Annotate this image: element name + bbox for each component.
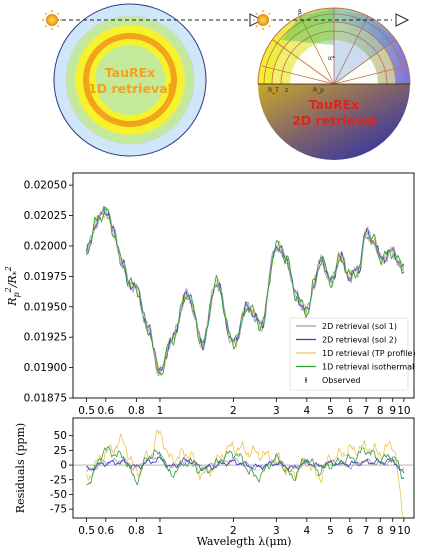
- y-tick-label: 0.01875: [24, 393, 67, 405]
- x-tick-label: 7: [363, 525, 370, 537]
- x-tick-label: 7: [363, 405, 370, 417]
- y-tick-label: 0.02000: [24, 240, 67, 252]
- residual-axes-frame: [72, 417, 415, 519]
- legend-label: Observed: [322, 376, 361, 385]
- spectrum-y-label: Rp2/R*2: [4, 266, 21, 307]
- alpha-label: α*: [328, 55, 335, 62]
- residual-2d-sol1: [86, 453, 405, 473]
- x-tick-label: 1: [157, 405, 164, 417]
- y-tick-label: 0.02050: [24, 180, 67, 192]
- y-tick-label: 0.01925: [24, 332, 67, 344]
- observer-icon-right: [395, 13, 410, 27]
- x-tick-label: 2: [230, 525, 237, 537]
- x-tick-label: 3: [273, 525, 280, 537]
- observer-icon-left: [249, 13, 264, 27]
- diagram-2d: β α* R_T z R_p TauREx 2D retrieval: [253, 7, 411, 160]
- x-tick-label: 0.6: [98, 405, 115, 417]
- x-tick-label: 10: [397, 525, 410, 537]
- right-label-1: TauREx: [309, 97, 359, 112]
- residual-series: [73, 428, 414, 518]
- y-tick-label: 0.01950: [24, 301, 67, 313]
- spectrum-y-ticks: 0.01875 0.01900 0.01925 0.01950 0.01975 0.020…: [24, 180, 73, 405]
- x-tick-label: 3: [273, 405, 280, 417]
- residual-1d-tp: [86, 428, 404, 518]
- residual-panel: 50 25 0 -25 -50 -75 0.5 0.6 0.8 1 2 3 4 5 6 7 8 9 10 Resi…: [14, 417, 415, 548]
- y-tick-label: 0.02025: [24, 210, 67, 222]
- atmo-grid: [261, 8, 407, 85]
- x-tick-label: 9: [389, 405, 396, 417]
- y-tick-label: 25: [54, 445, 67, 457]
- legend-label: 1D retrieval isothermal: [322, 363, 414, 372]
- beta-sector: [282, 8, 334, 45]
- x-tick-label: 4: [303, 525, 310, 537]
- x-tick-label: 8: [377, 525, 384, 537]
- spectrum-axes-frame: [72, 172, 415, 399]
- residual-x-ticks: 0.5 0.6 0.8 1 2 3 4 5 6 7 8 9 10: [78, 518, 411, 537]
- spectrum-x-ticks: 0.5 0.6 0.8 1 2 3 4 5 6 7 8 9 10: [78, 398, 411, 417]
- planet-core-left: [95, 45, 165, 115]
- residual-y-ticks: 50 25 0 -25 -50 -75: [50, 430, 73, 516]
- x-tick-label: 0.8: [128, 525, 145, 537]
- sun-icon: [42, 10, 62, 30]
- y-tick-label: 0.01975: [24, 271, 67, 283]
- legend: 2D retrieval (sol 1) 2D retrieval (sol 2)…: [289, 317, 416, 391]
- x-tick-label: 0.5: [78, 525, 95, 537]
- y-tick-label: 0: [60, 460, 67, 472]
- y-tick-label: -75: [50, 504, 67, 516]
- planet-lower-half: [258, 84, 410, 160]
- legend-label: 1D retrieval (TP profile): [322, 349, 416, 358]
- z-label: z: [285, 87, 288, 94]
- legend-label: 2D retrieval (sol 2): [322, 336, 397, 345]
- x-tick-label: 5: [327, 405, 334, 417]
- x-tick-label: 9: [389, 525, 396, 537]
- x-tick-label: 0.6: [98, 525, 115, 537]
- spectrum-panel: 0.01875 0.01900 0.01925 0.01950 0.01975 0.020…: [4, 172, 416, 417]
- residual-2d-sol2: [86, 456, 405, 474]
- diagram-1d: TauREx 1D retrieval: [42, 3, 264, 157]
- series-1d-iso: [86, 206, 405, 376]
- x-tick-label: 1: [157, 525, 164, 537]
- x-tick-label: 5: [327, 525, 334, 537]
- beta-label: β: [298, 9, 302, 16]
- rt-label: R_T: [268, 87, 279, 94]
- x-tick-label: 2: [230, 405, 237, 417]
- y-tick-label: 50: [54, 430, 67, 442]
- series-2d-sol1: [86, 206, 405, 377]
- y-tick-label: -25: [50, 474, 67, 486]
- ring-line-2: [74, 24, 186, 136]
- legend-box: [289, 317, 409, 391]
- x-tick-label: 8: [377, 405, 384, 417]
- x-tick-label: 6: [346, 405, 353, 417]
- x-tick-label: 10: [397, 405, 410, 417]
- legend-label: 2D retrieval (sol 1): [322, 322, 397, 331]
- ring-line-1: [65, 15, 195, 145]
- left-label-1: TauREx: [105, 65, 155, 80]
- right-label-2: 2D retrieval: [292, 113, 376, 128]
- y-tick-label: -50: [50, 489, 67, 501]
- y-tick-label: 0.01900: [24, 362, 67, 374]
- spectrum-series: [86, 205, 405, 377]
- rp-label: R_p: [313, 87, 324, 94]
- terminator-sector: [334, 8, 395, 84]
- x-tick-label: 6: [346, 525, 353, 537]
- residual-1d-iso: [86, 446, 405, 486]
- residual-x-label: Wavelegth λ(μm): [197, 535, 292, 548]
- x-tick-label: 0.5: [78, 405, 95, 417]
- left-label-2: 1D retrieval: [88, 81, 172, 96]
- legend-swatch-dot: [305, 379, 307, 381]
- x-tick-label: 4: [303, 405, 310, 417]
- x-tick-label: 0.8: [128, 405, 145, 417]
- residual-y-label: Residuals (ppm): [14, 423, 27, 513]
- sun-icon-right: [253, 10, 273, 30]
